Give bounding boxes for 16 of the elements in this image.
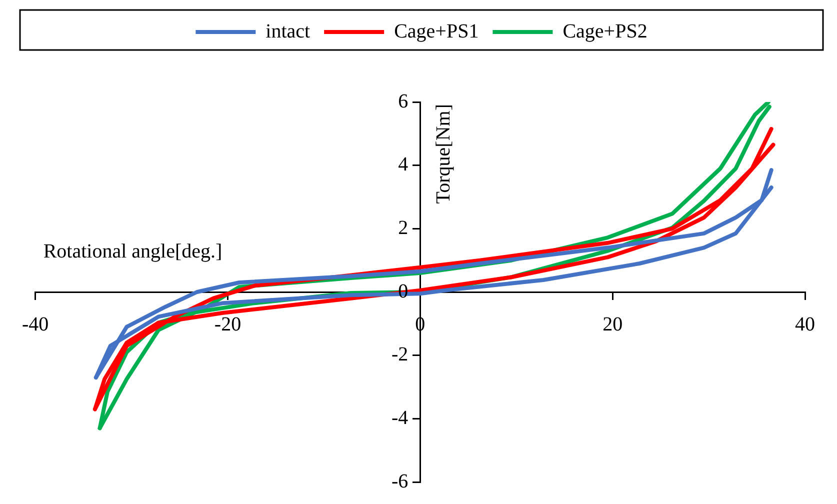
legend-label: intact [266,20,311,42]
x-tick-label: -20 [214,313,242,336]
y-tick-label: 6 [398,90,408,112]
y-tick-label: -6 [391,470,408,492]
x-tick-label: 40 [795,313,815,336]
y-tick-label: 2 [398,216,408,239]
x-axis-title: Rotational angle[deg.] [43,240,222,262]
y-tick-label: 0 [398,280,408,302]
x-tick-label: -40 [22,313,49,336]
y-tick-label: -4 [391,406,408,429]
legend-label: Cage+PS1 [394,20,479,42]
y-axis-title: Torque[Nm] [432,104,454,204]
y-tick-label: -2 [391,344,408,366]
y-tick-label: 4 [398,154,408,176]
x-tick-label: 20 [602,313,623,336]
legend-label: Cage+PS2 [562,20,648,42]
